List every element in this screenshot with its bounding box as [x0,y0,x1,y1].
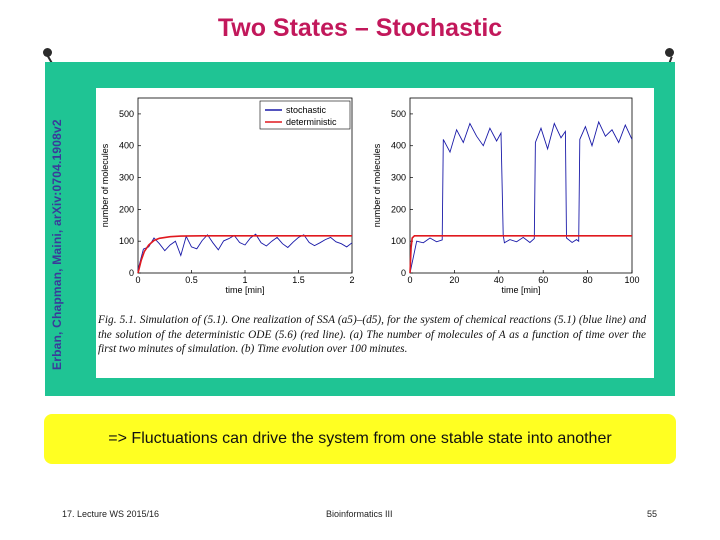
plot-frame-b [409,97,633,274]
y-tick-label: 100 [391,236,406,246]
left-pin-icon [43,48,52,57]
right-pin-icon [665,48,674,57]
y-tick-label: 200 [119,204,134,214]
figure-caption: Fig. 5.1. Simulation of (5.1). One reali… [98,314,646,355]
series-line-stochastic [409,120,633,274]
legend-box [259,100,351,130]
x-tick-label: 0.5 [185,275,198,285]
conclusion-note: => Fluctuations can drive the system fro… [44,414,676,464]
x-tick-label: 100 [624,275,639,285]
x-tick-label: 0 [407,275,412,285]
y-tick-label: 400 [391,141,406,151]
x-tick-label: 60 [538,275,548,285]
x-tick-label: 20 [449,275,459,285]
y-tick-label: 200 [391,204,406,214]
conclusion-text: => Fluctuations can drive the system fro… [108,430,612,447]
paper-figure: 0 0.5 1 1.5 2 0 100 200 300 400 500 time [min] numbe… [96,88,654,378]
x-tick-label: 1.5 [292,275,305,285]
x-tick-label: 1 [242,275,247,285]
x-tick-label: 2 [349,275,354,285]
y-tick-label: 500 [391,109,406,119]
y-tick-label: 300 [391,173,406,183]
x-tick-label: 0 [135,275,140,285]
y-axis-label: number of molecules [372,143,382,227]
y-tick-label: 100 [119,236,134,246]
y-tick-label: 0 [401,268,406,278]
series-line-stochastic [137,233,353,270]
series-line-deterministic [409,235,632,274]
legend-entry: deterministic [286,117,337,127]
footer-lecture: 17. Lecture WS 2015/16 [62,509,160,519]
slide-title: Two States – Stochastic [217,14,503,42]
x-tick-label: 40 [494,275,504,285]
legend-entry: stochastic [286,105,327,115]
x-axis-label: time [min] [501,285,540,295]
y-tick-label: 0 [129,268,134,278]
footer-course: Bioinformatics III [326,509,393,519]
y-tick-label: 400 [119,141,134,151]
y-tick-label: 300 [119,173,134,183]
x-tick-label: 80 [583,275,593,285]
x-axis-label: time [min] [225,285,264,295]
y-tick-label: 500 [119,109,134,119]
footer-page-number: 55 [647,509,658,519]
series-line-deterministic [137,235,352,274]
y-axis-label: number of molecules [100,143,110,227]
vertical-credit: Erban, Chapman, Maini, arXiv:0704.1908v2 [50,119,64,370]
